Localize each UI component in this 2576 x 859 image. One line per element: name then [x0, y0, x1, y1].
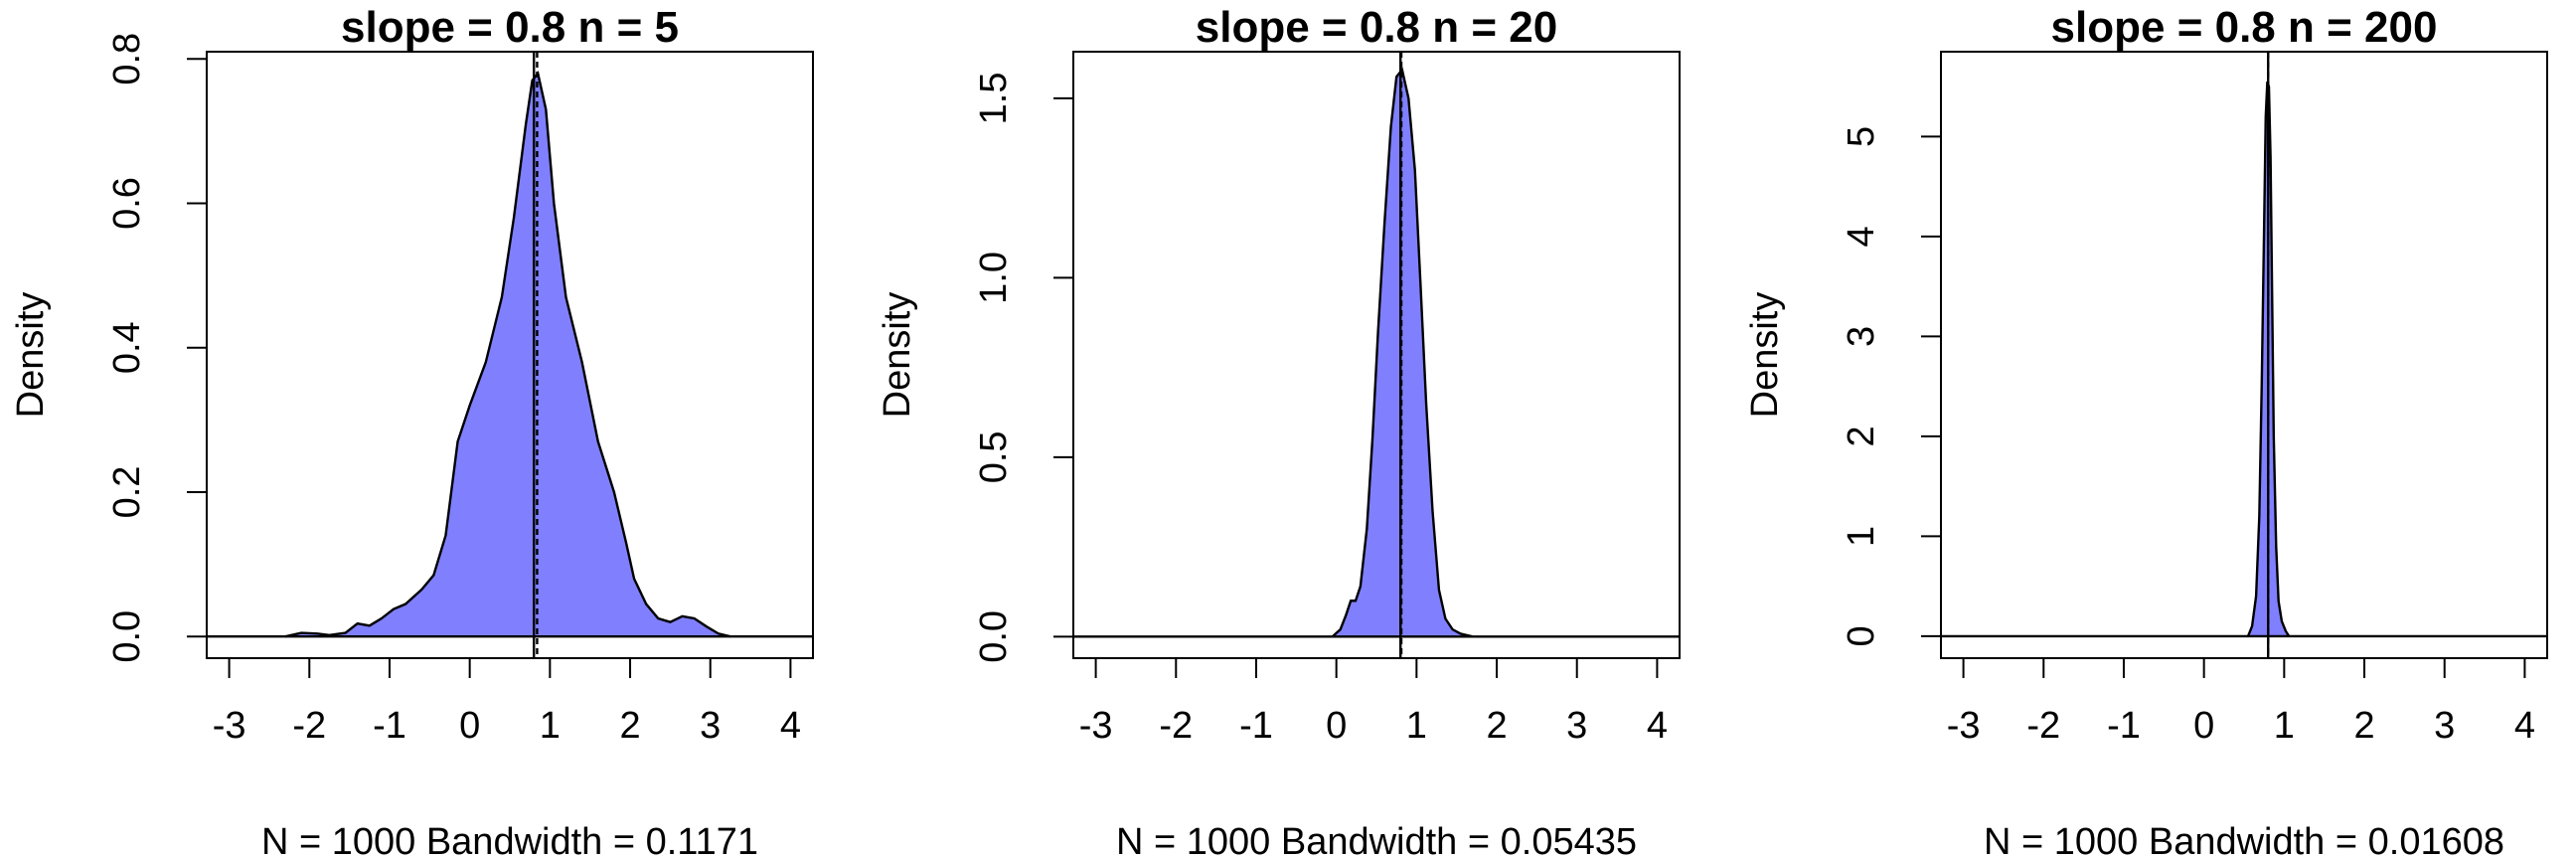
x-tick-label: 0	[459, 705, 480, 747]
x-tick-label: 3	[2434, 705, 2455, 747]
x-tick-label: 3	[1566, 705, 1587, 747]
y-tick-label: 0.4	[106, 321, 148, 374]
x-tick-label: -1	[2107, 705, 2141, 747]
x-tick-label: -2	[292, 705, 326, 747]
chart-panel-3: -3 -2 -1 0 1 2 3 4 0 1 2 3 4 5 slope = 0.8 n = 200 N = …	[1744, 3, 2548, 859]
x-tick-label: -3	[1947, 705, 1981, 747]
chart-panel-1: -3 -2 -1 0 1 2 3 4 0.0 0.2 0.4 0.6 0.8 slope = 0.8 n …	[10, 3, 814, 859]
density-line	[1331, 67, 1474, 638]
x-axis-label: N = 1000 Bandwidth = 0.1171	[261, 821, 758, 859]
y-tick-label: 0.6	[106, 177, 148, 230]
chart-title: slope = 0.8 n = 200	[2051, 3, 2438, 52]
y-tick-label: 0	[1841, 625, 1882, 646]
x-tick-label: -1	[373, 705, 406, 747]
y-tick-label: 1.5	[973, 73, 1015, 125]
chart-panel-2: -3 -2 -1 0 1 2 3 4 0.0 0.5 1.0 1.5 slope = 0.8 n = 2…	[877, 3, 1681, 859]
y-axis-label: Density	[1744, 292, 1786, 419]
plot-frame	[1940, 51, 2548, 659]
density-area	[285, 73, 730, 637]
x-tick-label: 3	[700, 705, 721, 747]
x-tick-label: 4	[780, 705, 801, 747]
x-axis-label: N = 1000 Bandwidth = 0.01608	[1984, 821, 2504, 859]
y-tick-label: 1.0	[973, 252, 1015, 304]
x-tick-label: 2	[1486, 705, 1507, 747]
y-tick-label: 1	[1841, 526, 1882, 547]
chart-title: slope = 0.8 n = 20	[1196, 3, 1557, 52]
x-tick-label: -2	[1159, 705, 1193, 747]
density-area	[1332, 70, 1473, 637]
x-tick-label: -3	[1079, 705, 1113, 747]
x-tick-label: 1	[540, 705, 561, 747]
y-tick-label: 3	[1841, 326, 1882, 347]
y-tick-label: 0.0	[973, 610, 1015, 663]
x-tick-label: -3	[213, 705, 246, 747]
x-tick-label: 2	[619, 705, 640, 747]
x-tick-label: 2	[2353, 705, 2374, 747]
x-tick-label: 1	[1406, 705, 1427, 747]
x-tick-label: 1	[2274, 705, 2295, 747]
y-tick-label: 0.8	[106, 33, 148, 86]
y-tick-label: 0.2	[106, 466, 148, 519]
y-tick-label: 0.0	[106, 610, 148, 663]
y-axis-label: Density	[877, 292, 918, 419]
x-tick-label: 0	[1326, 705, 1347, 747]
density-line	[284, 71, 731, 638]
x-tick-label: 0	[2193, 705, 2214, 747]
chart-title: slope = 0.8 n = 5	[341, 3, 679, 52]
x-axis-label: N = 1000 Bandwidth = 0.05435	[1116, 821, 1637, 859]
x-tick-label: 4	[2514, 705, 2535, 747]
x-tick-label: 4	[1647, 705, 1668, 747]
y-tick-label: 5	[1841, 126, 1882, 147]
y-tick-label: 4	[1841, 226, 1882, 247]
x-tick-label: -1	[1239, 705, 1273, 747]
y-tick-label: 0.5	[973, 430, 1015, 483]
y-tick-label: 2	[1841, 426, 1882, 446]
y-axis-label: Density	[10, 292, 52, 419]
x-tick-label: -2	[2026, 705, 2060, 747]
